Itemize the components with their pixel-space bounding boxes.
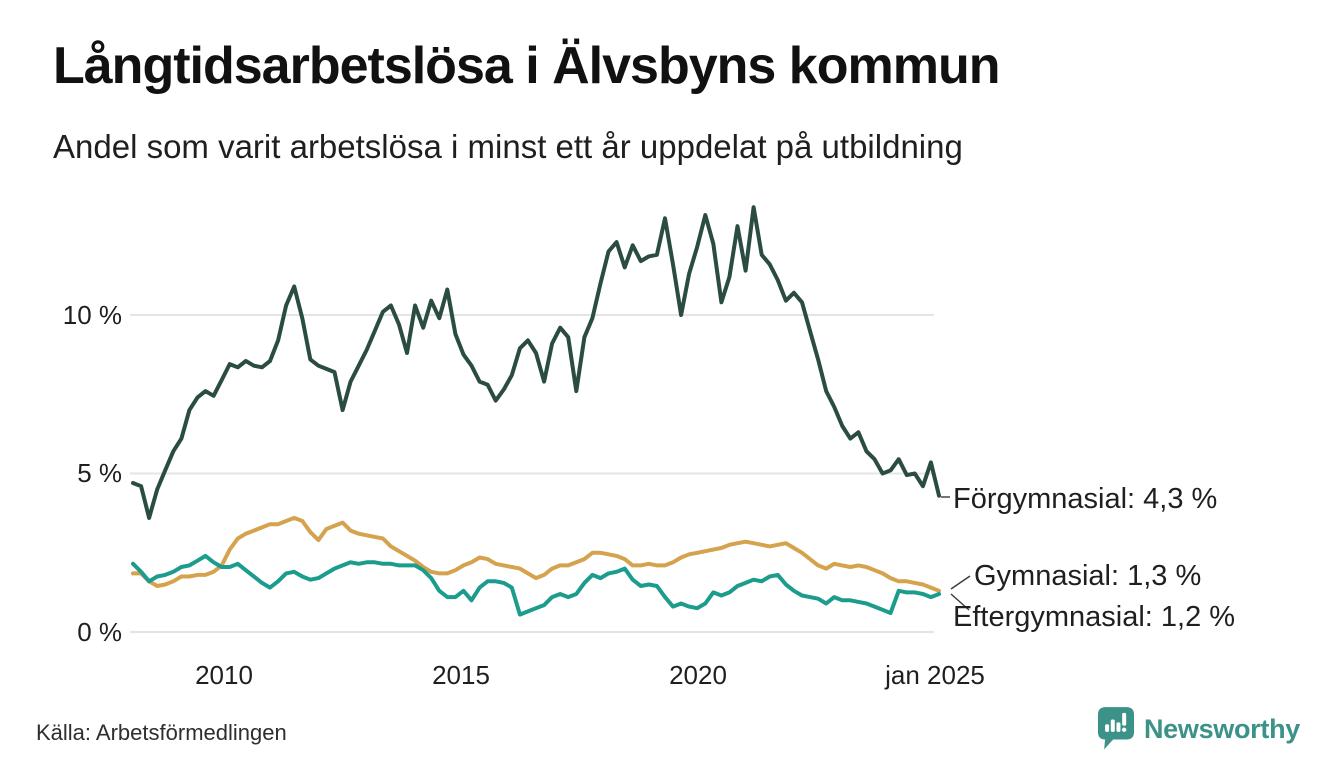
series-end-label-gymnasial: Gymnasial: 1,3 % [974,560,1202,592]
series-end-label-forgymnasial: Förgymnasial: 4,3 % [953,483,1218,515]
source-note: Källa: Arbetsförmedlingen [36,720,287,745]
series-line-eftergymnasial [131,553,941,617]
logo-exclamation-bar [1122,712,1127,726]
logo-bar-3 [1116,722,1121,732]
gridlines [130,314,934,633]
series-lines [131,205,941,617]
x-axis-tick-2020: 2020 [669,660,727,690]
y-axis-tick-5: 5 % [77,458,122,488]
x-axis-tick-jan-2025: jan 2025 [885,660,985,690]
label-leader-lines [941,496,971,611]
series-line-frgymnasial [131,205,941,520]
x-axis-tick-2015: 2015 [432,660,490,690]
leader-gymnasial [950,575,971,590]
newsworthy-icon [1097,706,1135,752]
page-subtitle: Andel som varit arbetslösa i minst ett å… [53,128,963,165]
logo-bar-2 [1110,719,1115,732]
y-axis-tick-10: 10 % [62,300,122,330]
brand-logo: Newsworthy [1097,706,1300,752]
page-title: Långtidsarbetslösa i Älvsbyns kommun [53,37,1000,95]
brand-name: Newsworthy [1143,713,1300,744]
logo-exclamation-dot [1121,727,1127,732]
leader-eftergymnasial [950,593,970,611]
x-axis-tick-2010: 2010 [195,660,253,690]
series-line-gymnasial [131,515,941,593]
y-axis-tick-0: 0 % [77,617,122,647]
series-end-label-eftergymnasial: Eftergymnasial: 1,2 % [953,601,1236,633]
logo-bar-1 [1105,724,1110,732]
